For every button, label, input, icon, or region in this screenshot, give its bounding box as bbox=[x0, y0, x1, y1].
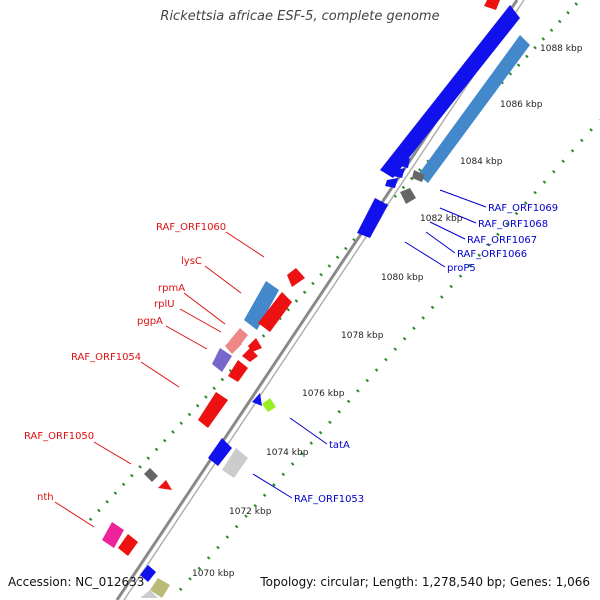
leader-line bbox=[54, 501, 95, 528]
right-gene-labels: RAF_ORF1069 RAF_ORF1068 RAF_ORF1067 RAF_… bbox=[252, 189, 558, 505]
leader-line bbox=[165, 325, 208, 350]
gene-red-1050[interactable] bbox=[158, 480, 172, 490]
gene-label[interactable]: rpmA bbox=[158, 283, 185, 294]
gene-label[interactable]: tatA bbox=[329, 440, 350, 451]
gene-steel-lysc[interactable] bbox=[244, 281, 279, 330]
gene-label[interactable]: RAF_ORF1060 bbox=[156, 222, 226, 233]
scale-label: 1080 kbp bbox=[381, 273, 424, 283]
scale-label: 1084 kbp bbox=[460, 157, 503, 167]
scale-label: 1074 kbp bbox=[266, 448, 309, 458]
gene-pink-rplu[interactable] bbox=[225, 336, 242, 354]
leader-line bbox=[204, 265, 242, 294]
gene-arrow-blue[interactable] bbox=[385, 178, 398, 188]
gene-red-lysc[interactable] bbox=[258, 292, 292, 332]
gene-label[interactable]: rplU bbox=[154, 299, 175, 310]
gene-label[interactable]: RAF_ORF1054 bbox=[71, 352, 141, 363]
gene-red-1060[interactable] bbox=[287, 268, 305, 287]
gene-label[interactable]: pgpA bbox=[137, 316, 163, 327]
genome-summary-text: Topology: circular; Length: 1,278,540 bp… bbox=[260, 575, 590, 589]
gene-purple-pgpa[interactable] bbox=[212, 348, 232, 372]
scale-label: 1072 kbp bbox=[229, 507, 272, 517]
backbone-strand bbox=[123, 0, 525, 600]
gene-large-blue[interactable] bbox=[380, 5, 520, 178]
gene-silver-bottom[interactable] bbox=[140, 590, 158, 598]
gene-label[interactable]: proP5 bbox=[447, 263, 476, 274]
gene-track-reverse bbox=[140, 5, 530, 598]
accession-text: Accession: NC_012633 bbox=[8, 575, 145, 589]
left-gene-labels: RAF_ORF1060 lysC rpmA rplU pgpA RAF_ORF1… bbox=[24, 222, 265, 528]
leader-line bbox=[439, 189, 487, 208]
leader-line bbox=[183, 292, 226, 325]
gene-arrow-blue[interactable] bbox=[400, 158, 410, 168]
gene-red-top[interactable] bbox=[484, 0, 500, 10]
gene-label[interactable]: RAF_ORF1068 bbox=[478, 219, 548, 230]
gene-blue-prop5[interactable] bbox=[357, 198, 388, 238]
gene-red-1054b[interactable] bbox=[198, 392, 228, 428]
gene-track-forward bbox=[102, 0, 500, 556]
gene-arrow-blue[interactable] bbox=[393, 168, 405, 178]
map-title: Rickettsia africae ESF-5, complete genom… bbox=[160, 9, 440, 24]
leader-line bbox=[179, 308, 222, 333]
gene-large-steel[interactable] bbox=[418, 35, 530, 183]
gene-small-gray[interactable] bbox=[400, 188, 416, 204]
gene-label[interactable]: RAF_ORF1050 bbox=[24, 431, 94, 442]
scale-label: 1076 kbp bbox=[302, 389, 345, 399]
gene-blue-1053[interactable] bbox=[208, 438, 232, 466]
gene-silver-1053[interactable] bbox=[222, 448, 248, 478]
gene-label[interactable]: RAF_ORF1053 bbox=[294, 494, 364, 505]
scale-label: 1088 kbp bbox=[540, 44, 583, 54]
gene-small-gray[interactable] bbox=[412, 170, 425, 182]
gene-red-pgpa[interactable] bbox=[242, 348, 258, 362]
gene-gray-1050[interactable] bbox=[144, 468, 158, 482]
gene-label[interactable]: RAF_ORF1067 bbox=[467, 235, 537, 246]
gene-blue-tata[interactable] bbox=[252, 393, 262, 406]
leader-line bbox=[252, 473, 293, 499]
gene-red-rpma[interactable] bbox=[248, 338, 262, 352]
gene-red-1054a[interactable] bbox=[228, 360, 248, 382]
leader-line bbox=[225, 231, 265, 258]
gene-blue-bottom[interactable] bbox=[140, 565, 156, 582]
leader-line bbox=[289, 417, 328, 445]
gene-lime-tata[interactable] bbox=[262, 398, 276, 412]
leader-line bbox=[429, 221, 466, 240]
leader-line bbox=[93, 441, 132, 465]
scale-label: 1070 kbp bbox=[192, 569, 235, 579]
scale-label: 1086 kbp bbox=[500, 100, 543, 110]
gene-red-nth[interactable] bbox=[118, 534, 138, 556]
leader-line bbox=[425, 231, 456, 254]
leader-line bbox=[439, 207, 477, 224]
gene-label[interactable]: nth bbox=[37, 492, 54, 503]
leader-line bbox=[404, 241, 446, 268]
gene-khaki-bottom[interactable] bbox=[150, 578, 170, 598]
gene-label[interactable]: RAF_ORF1066 bbox=[457, 249, 527, 260]
gene-label[interactable]: lysC bbox=[181, 256, 202, 267]
gene-magenta-nth[interactable] bbox=[102, 522, 124, 548]
leader-line bbox=[140, 361, 180, 388]
gene-label[interactable]: RAF_ORF1069 bbox=[488, 203, 558, 214]
scale-label: 1082 kbp bbox=[420, 214, 463, 224]
scale-labels: 1088 kbp 1086 kbp 1084 kbp 1082 kbp 1080… bbox=[192, 44, 583, 579]
scale-label: 1078 kbp bbox=[341, 331, 384, 341]
